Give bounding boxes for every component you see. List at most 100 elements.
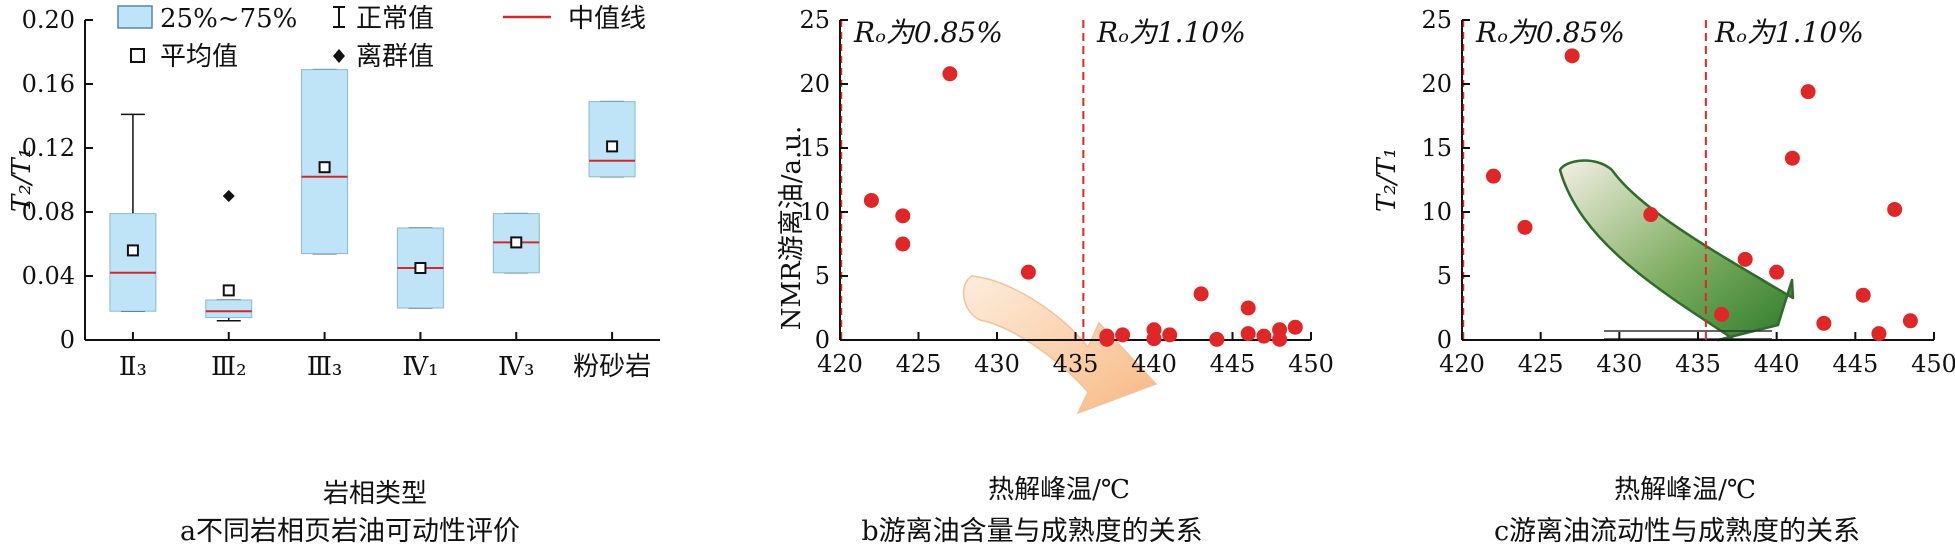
box-mean-marker — [318, 161, 331, 174]
panel-c-x-tick-label: 450 — [1911, 350, 1955, 378]
box-outlier-marker — [222, 190, 235, 202]
panel-c-data-point — [1784, 150, 1800, 166]
panel-b-data-point — [1240, 326, 1256, 342]
panel-b-data-point — [1115, 327, 1131, 343]
panel-b-y-tick-label: 20 — [799, 70, 830, 98]
panel-b-x-tick-label: 420 — [817, 350, 863, 378]
panel-c-data-point — [1737, 251, 1753, 267]
panel-b-x-axis-label: 热解峰温/℃ — [988, 475, 1130, 505]
panel-b-caption: b游离油含量与成熟度的关系 — [861, 516, 1202, 547]
panel-a-legend: 25%~75% 正常值 中值线 平均值 离群值 — [117, 4, 646, 72]
panel-c-caption: c游离油流动性与成熟度的关系 — [1494, 516, 1860, 547]
panel-c-x-axis-label: 热解峰温/℃ — [1614, 475, 1756, 505]
panel-a-x-tick-label: Ⅲ₃ — [307, 352, 343, 382]
panel-b-y-axis-label: NMR游离油/a.u. — [777, 126, 807, 330]
legend-box-label: 25%~75% — [160, 4, 297, 34]
box-mean-marker — [126, 244, 139, 257]
panel-a-x-tick-label: Ⅳ₁ — [402, 352, 438, 382]
panel-a-x-tick-label: Ⅲ₂ — [211, 352, 247, 382]
panel-b-y-tick-label: 15 — [799, 134, 830, 162]
panel-a-plot-area: 0 0.04 0.08 0.12 0.16 0.20 Ⅱ₃ Ⅲ₂ Ⅲ₃ Ⅳ₁ Ⅳ₃ 粉砂岩 — [22, 6, 660, 382]
panel-c-data-point — [1485, 168, 1501, 184]
panel-a-x-axis-label: 岩相类型 — [323, 479, 427, 509]
panel-b-x-tick-label: 445 — [1210, 350, 1256, 378]
box-iqr — [205, 299, 253, 319]
panel-c-y-axis-label: T₂/T₁ — [1372, 148, 1402, 212]
panel-b-x-tick-label: 435 — [1053, 350, 1099, 378]
panel-b-data-point — [1099, 331, 1115, 347]
panel-b-y-tick-label: 5 — [815, 262, 830, 290]
panel-a-y-tick-label: 0.08 — [22, 198, 75, 226]
panel-c-data-point — [1517, 219, 1533, 235]
panel-a-y-tick-label: 0.04 — [22, 262, 75, 290]
panel-b-data-point — [863, 192, 879, 208]
panel-b-scatter: 0 5 10 15 20 25 420 425 430 435 440 445 450 Rₒ为0.85%… — [777, 6, 1334, 547]
panel-b-data-point — [1146, 331, 1162, 347]
panel-b-x-tick-label: 440 — [1131, 350, 1177, 378]
box-mean-marker — [510, 236, 523, 249]
panel-c-x-tick-label: 440 — [1754, 350, 1800, 378]
panel-c-x-tick-label: 430 — [1596, 350, 1642, 378]
panel-a-box-plot: 25%~75% 正常值 中值线 平均值 离群值 0 0.04 0.08 0.12 0.1… — [7, 4, 660, 547]
panel-c-note-right: Rₒ为1.10% — [1714, 16, 1864, 49]
box-mean-marker — [606, 140, 619, 153]
panel-c-data-point — [1643, 207, 1659, 223]
panel-b-data-point — [942, 66, 958, 82]
panel-b-x-tick-label: 450 — [1288, 350, 1334, 378]
legend-whisker-label: 正常值 — [356, 4, 434, 34]
panel-b-y-tick-label: 0 — [815, 326, 830, 354]
panel-b-data-point — [1287, 319, 1303, 335]
panel-c-x-tick-label: 420 — [1439, 350, 1485, 378]
panel-b-data-point — [895, 236, 911, 252]
panel-c-x-tick-label: 445 — [1832, 350, 1878, 378]
panel-c-y-tick-label: 0 — [1437, 326, 1452, 354]
panel-c-data-point — [1816, 315, 1832, 331]
panel-b-note-right: Rₒ为1.10% — [1096, 16, 1246, 49]
panel-a-x-tick-label: 粉砂岩 — [573, 352, 651, 382]
panel-c-data-point — [1800, 84, 1816, 100]
panel-c-x-tick-label: 435 — [1675, 350, 1721, 378]
panel-c-data-point — [1902, 313, 1918, 329]
legend-box-swatch — [117, 5, 153, 29]
panel-b-note-left: Rₒ为0.85% — [853, 16, 1003, 49]
panel-b-data-point — [1272, 331, 1288, 347]
legend-mean-icon — [130, 48, 145, 63]
box-iqr — [588, 101, 636, 178]
box-mean-marker — [222, 284, 235, 297]
panel-c-x-tick-label: 425 — [1518, 350, 1564, 378]
panel-b-plot-area: 0 5 10 15 20 25 420 425 430 435 440 445 450 — [799, 6, 1333, 378]
panel-c-note-left: Rₒ为0.85% — [1475, 16, 1625, 49]
panel-b-y-tick-label: 25 — [799, 6, 830, 34]
panel-c-data-point — [1887, 201, 1903, 217]
panel-b-trend-arrow — [962, 275, 1158, 415]
legend-mean-label: 平均值 — [160, 42, 238, 72]
box-mean-marker — [414, 262, 427, 274]
panel-b-data-point — [1162, 327, 1178, 343]
panel-b-y-tick-label: 10 — [799, 198, 830, 226]
panel-c-data-point — [1564, 48, 1580, 64]
panel-a-y-tick-label: 0.16 — [22, 70, 75, 98]
panel-c-y-tick-label: 15 — [1421, 134, 1452, 162]
legend-outlier-label: 离群值 — [356, 42, 434, 72]
panel-b-data-point — [895, 208, 911, 224]
panel-b-data-point — [1193, 286, 1209, 302]
panel-c-scatter: 0 5 10 15 20 25 420 425 430 435 440 445 450 Rₒ为0.85%… — [1372, 6, 1955, 547]
panel-a-x-tick-label: Ⅳ₃ — [498, 352, 534, 382]
panel-c-data-point — [1855, 287, 1871, 303]
legend-outlier-icon — [333, 49, 345, 63]
panel-c-y-tick-label: 20 — [1421, 70, 1452, 98]
panel-b-data-point — [1020, 264, 1036, 280]
panel-b-x-tick-label: 425 — [896, 350, 942, 378]
panel-c-data-point — [1871, 326, 1887, 342]
panel-c-trend-arrow — [1558, 159, 1795, 342]
panel-c-data-point — [1769, 264, 1785, 280]
panel-b-data-point — [1240, 300, 1256, 316]
panel-c-y-tick-label: 25 — [1421, 6, 1452, 34]
panel-a-y-tick-label: 0 — [60, 326, 75, 354]
legend-whisker-icon — [333, 6, 345, 28]
panel-a-y-axis-label: T₂/T₁ — [7, 148, 37, 212]
panel-a-caption: a不同岩相页岩油可动性评价 — [180, 516, 520, 547]
panel-b-x-tick-label: 430 — [974, 350, 1020, 378]
panel-c-plot-area: 0 5 10 15 20 25 420 425 430 435 440 445 450 — [1421, 6, 1955, 378]
